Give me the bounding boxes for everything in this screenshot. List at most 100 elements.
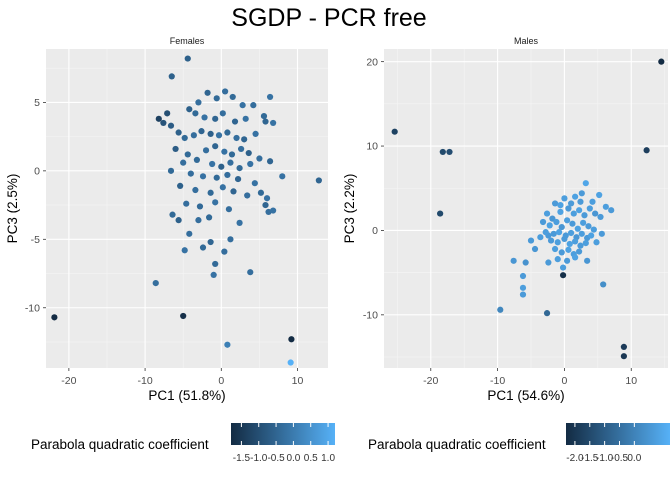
- data-point: [574, 225, 581, 232]
- data-point: [539, 218, 547, 226]
- data-point: [169, 211, 176, 218]
- panel-background: [384, 49, 668, 368]
- data-point: [582, 240, 589, 247]
- colorbar-label: 0.5: [304, 453, 318, 464]
- data-point: [221, 148, 228, 155]
- panel-males: Males -20 -10 0 10 -10 0 10 20 PC1 (54.6%) PC3 (2.…: [342, 36, 670, 464]
- data-point: [600, 281, 607, 288]
- data-point: [221, 248, 228, 255]
- data-point: [537, 234, 544, 241]
- y-tick-label: 5: [34, 97, 40, 109]
- data-point: [195, 99, 202, 106]
- data-point: [199, 173, 207, 180]
- colorbar-label: -0.5: [267, 453, 285, 464]
- data-point: [201, 114, 208, 121]
- data-point: [215, 132, 223, 139]
- data-point: [565, 205, 572, 212]
- data-point: [620, 343, 627, 351]
- data-point: [198, 128, 205, 135]
- data-point: [584, 257, 591, 264]
- data-point: [184, 151, 191, 158]
- data-point: [252, 130, 259, 137]
- data-point: [554, 256, 561, 263]
- data-point: [266, 158, 274, 165]
- data-point: [228, 151, 236, 158]
- colorbar-label: -1.0: [596, 453, 614, 464]
- data-point: [565, 246, 572, 253]
- data-point: [572, 238, 579, 245]
- data-point: [572, 254, 579, 261]
- data-point: [180, 159, 187, 166]
- data-point: [576, 207, 583, 214]
- y-tick-label: -5: [31, 234, 40, 246]
- data-point: [578, 230, 585, 237]
- data-point: [195, 217, 202, 224]
- data-point: [563, 257, 571, 264]
- data-point: [561, 235, 568, 242]
- data-point: [224, 129, 231, 136]
- facet-label: Males: [514, 36, 539, 46]
- data-point: [181, 247, 188, 254]
- data-point: [592, 210, 599, 217]
- data-point: [181, 134, 188, 142]
- data-point: [585, 223, 592, 230]
- data-point: [155, 115, 162, 122]
- data-point: [570, 210, 577, 217]
- x-tick-label: 0: [218, 375, 224, 387]
- data-point: [175, 217, 182, 224]
- data-point: [152, 280, 159, 287]
- data-point: [531, 245, 539, 253]
- data-point: [202, 147, 210, 154]
- data-point: [164, 110, 171, 117]
- panel-background: [46, 49, 328, 368]
- facet-label: Females: [170, 36, 205, 46]
- data-point: [251, 180, 258, 187]
- data-point: [257, 189, 265, 196]
- x-tick-label: -10: [490, 375, 505, 387]
- data-point: [245, 149, 252, 157]
- data-point: [193, 156, 201, 163]
- legend: Parabola quadratic coefficient -2.0-1.5-1…: [368, 423, 670, 464]
- data-point: [527, 237, 535, 244]
- data-point: [519, 284, 527, 291]
- colorbar-label: -1.5: [581, 453, 599, 464]
- x-tick-label: -20: [61, 375, 76, 387]
- data-point: [218, 163, 225, 170]
- data-point: [510, 257, 517, 264]
- data-point: [262, 201, 269, 209]
- data-point: [183, 200, 190, 207]
- colorbar-label: -1.0: [250, 453, 268, 464]
- data-point: [175, 129, 182, 136]
- data-point: [256, 155, 263, 162]
- data-point: [242, 115, 249, 122]
- data-point: [186, 106, 193, 113]
- y-tick-label: 0: [34, 165, 40, 177]
- data-point: [543, 310, 551, 317]
- legend: Parabola quadratic coefficient -1.5 -1.0 -0…: [31, 423, 335, 464]
- data-point: [230, 188, 237, 195]
- data-point: [391, 128, 398, 135]
- points: [51, 55, 322, 366]
- data-point: [497, 306, 504, 313]
- chart-title: SGDP - PCR free: [231, 4, 426, 32]
- colorbar-label: -0.5: [611, 453, 629, 464]
- y-tick-label: 10: [366, 141, 378, 153]
- data-point: [227, 159, 234, 166]
- data-point: [559, 264, 567, 271]
- colorbar-gradient: [566, 423, 670, 445]
- data-point: [519, 272, 527, 280]
- colorbar-label: -2.0: [566, 453, 584, 464]
- data-point: [247, 269, 254, 276]
- data-point: [279, 173, 286, 180]
- data-point: [207, 238, 214, 246]
- data-point: [559, 272, 567, 279]
- panel-females: Females -20 -10 0 10 -10 -5 0 5 PC1 (51.8%) PC3 (2…: [5, 36, 335, 464]
- data-point: [288, 336, 295, 343]
- data-point: [546, 222, 553, 229]
- data-point: [190, 132, 197, 139]
- data-point: [545, 259, 552, 266]
- data-point: [561, 195, 568, 202]
- data-point: [547, 237, 555, 244]
- data-point: [167, 167, 175, 174]
- legend-colorbar: [566, 423, 670, 445]
